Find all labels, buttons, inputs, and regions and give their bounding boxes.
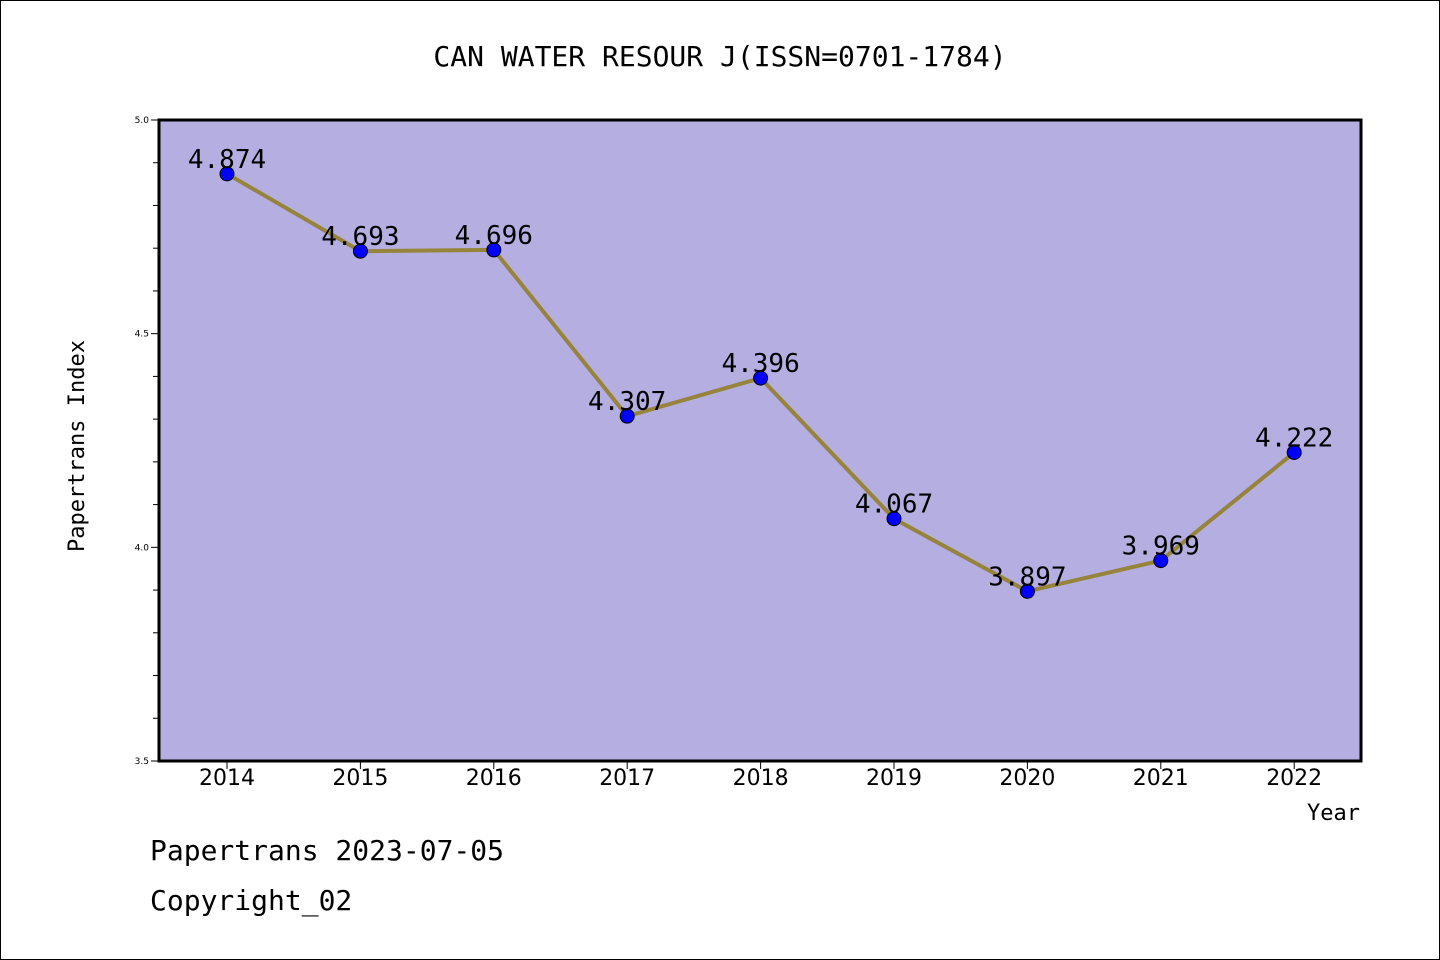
data-label: 4.396 xyxy=(721,349,799,379)
x-tick-label: 2015 xyxy=(332,766,388,791)
y-tick-label: 4.5 xyxy=(135,330,149,340)
x-tick-label: 2021 xyxy=(1133,766,1189,791)
data-label: 4.307 xyxy=(588,387,666,417)
data-point xyxy=(886,511,902,527)
data-label: 4.874 xyxy=(188,145,266,175)
x-axis-title: Year xyxy=(1307,801,1360,826)
x-tick-label: 2014 xyxy=(199,766,255,791)
data-point xyxy=(1019,583,1035,599)
plot-area xyxy=(157,118,1363,763)
x-tick-label: 2022 xyxy=(1266,766,1322,791)
series-layer: 4.874 4.693 4.696 4.307 4.396 4.067 3.897 3.969… xyxy=(188,145,1333,599)
data-point xyxy=(219,166,235,182)
data-label: 4.696 xyxy=(455,221,533,251)
chart-title: CAN WATER RESOUR J(ISSN=0701-1784) xyxy=(433,40,1006,73)
x-tick-label: 2020 xyxy=(999,766,1055,791)
y-tick-label: 3.5 xyxy=(135,757,149,767)
data-point xyxy=(1153,553,1169,569)
data-label: 4.222 xyxy=(1255,423,1333,453)
data-point xyxy=(1286,444,1302,460)
data-point xyxy=(619,408,635,424)
x-tick-label: 2019 xyxy=(866,766,922,791)
data-point xyxy=(352,243,368,259)
y-tick-label: 4.0 xyxy=(135,543,150,553)
y-axis: 3.5 4.0 4.5 5.0 xyxy=(135,116,159,767)
data-label: 3.969 xyxy=(1122,532,1200,562)
data-label: 4.693 xyxy=(321,222,399,252)
y-tick-label: 5.0 xyxy=(135,116,150,126)
y-axis-title: Papertrans Index xyxy=(65,340,90,552)
x-tick-label: 2017 xyxy=(599,766,655,791)
x-tick-label: 2018 xyxy=(733,766,789,791)
data-point xyxy=(486,242,502,258)
data-label: 4.067 xyxy=(855,490,933,520)
x-tick-label: 2016 xyxy=(466,766,522,791)
x-axis: 2014 2015 2016 2017 2018 2019 2020 2021 2022 xyxy=(199,761,1322,791)
data-point xyxy=(753,370,769,386)
footer-copyright: Copyright_02 xyxy=(150,884,353,917)
footer-date: Papertrans 2023-07-05 xyxy=(150,834,505,867)
data-label: 3.897 xyxy=(988,562,1066,592)
